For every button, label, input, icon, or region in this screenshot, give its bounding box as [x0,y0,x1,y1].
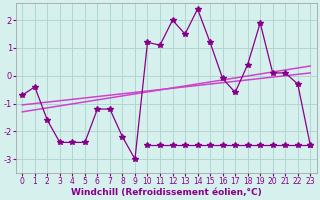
X-axis label: Windchill (Refroidissement éolien,°C): Windchill (Refroidissement éolien,°C) [71,188,262,197]
